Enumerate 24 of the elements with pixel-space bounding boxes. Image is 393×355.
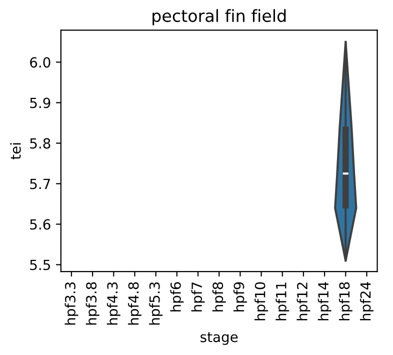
x-tick-label: hpf10 bbox=[254, 282, 268, 320]
x-tick-label: hpf7 bbox=[191, 282, 205, 312]
y-tick-label: 6.0 bbox=[30, 57, 50, 68]
x-tick-label: hpf3.8 bbox=[86, 282, 100, 325]
x-tick-label: hpf4.3 bbox=[106, 282, 120, 325]
x-tick-label: hpf14 bbox=[318, 282, 332, 320]
y-tick-label: 5.6 bbox=[30, 219, 50, 230]
x-tick-label: hpf9 bbox=[233, 282, 247, 312]
y-tick-label: 5.8 bbox=[30, 138, 50, 149]
x-tick-label: hpf6 bbox=[170, 282, 184, 312]
y-tick-label: 5.7 bbox=[30, 178, 50, 190]
x-tick-label: hpf11 bbox=[276, 282, 290, 320]
x-tick-label: hpf4.8 bbox=[128, 282, 142, 325]
x-tick-label: hpf5.3 bbox=[149, 282, 163, 325]
x-tick-label: hpf24 bbox=[360, 282, 374, 320]
x-tick-label: hpf18 bbox=[338, 282, 352, 320]
y-axis-title: tei bbox=[10, 143, 21, 160]
y-tick-label: 5.5 bbox=[30, 260, 50, 270]
x-tick-label: hpf12 bbox=[296, 282, 310, 320]
chart-title: pectoral fin field bbox=[152, 9, 286, 26]
x-tick-label: hpf3.3 bbox=[64, 282, 78, 325]
x-axis-title: stage bbox=[200, 332, 238, 345]
y-tick-label: 5.9 bbox=[30, 98, 50, 108]
x-tick-label: hpf8 bbox=[212, 282, 226, 312]
